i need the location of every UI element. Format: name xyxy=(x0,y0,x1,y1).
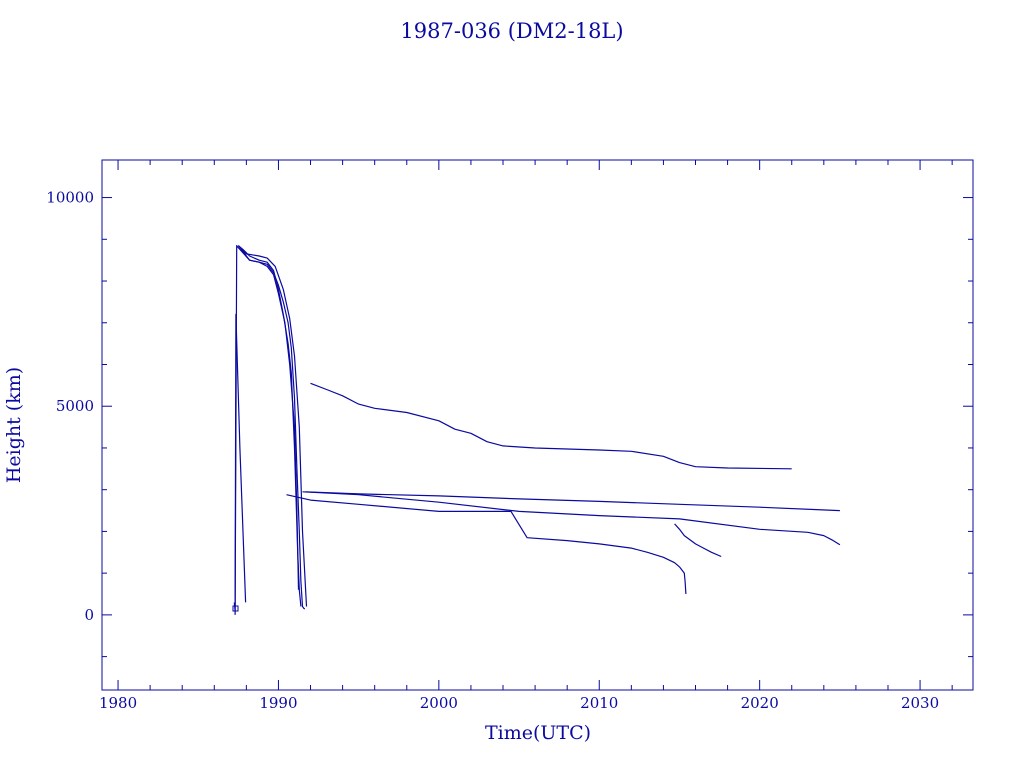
x-axis-label: Time(UTC) xyxy=(485,722,591,744)
x-tick-label: 2030 xyxy=(901,694,939,712)
series-line-10 xyxy=(674,523,722,558)
tick-labels: 1980 1990 2000 2010 2020 2030 0 5000 10000 xyxy=(46,189,939,712)
series-line-8 xyxy=(302,491,841,546)
series-line-5 xyxy=(233,313,247,612)
y-axis-label: Height (km) xyxy=(3,367,25,483)
y-tick-label: 0 xyxy=(84,606,94,624)
launch-marker xyxy=(232,605,239,612)
x-tick-label: 2000 xyxy=(420,694,458,712)
plot-frame xyxy=(101,159,974,691)
series-group xyxy=(233,245,841,615)
series-line-9 xyxy=(286,494,687,595)
axis-ticks xyxy=(102,160,973,690)
series-line-3 xyxy=(237,247,300,590)
series-line-6 xyxy=(310,382,792,470)
x-tick-label: 2020 xyxy=(741,694,779,712)
x-tick-label: 1990 xyxy=(259,694,297,712)
chart-title: 1987-036 (DM2-18L) xyxy=(400,19,623,43)
series-line-7 xyxy=(305,491,840,512)
y-tick-label: 5000 xyxy=(56,397,94,415)
x-tick-label: 1980 xyxy=(99,694,137,712)
series-line-4 xyxy=(237,245,308,607)
series-line-2 xyxy=(237,245,302,607)
x-tick-label: 2010 xyxy=(580,694,618,712)
y-tick-label: 10000 xyxy=(46,189,94,207)
